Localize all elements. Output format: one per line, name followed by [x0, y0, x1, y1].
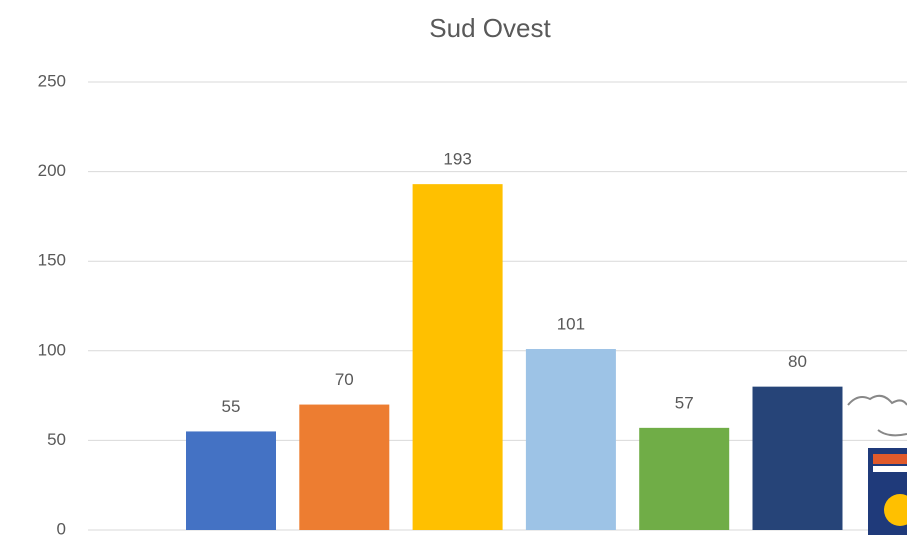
- chart-title: Sud Ovest: [429, 13, 551, 43]
- y-tick-label: 0: [57, 519, 66, 535]
- data-label: 70: [335, 370, 354, 389]
- y-tick-label: 100: [38, 340, 66, 359]
- bar: [752, 386, 843, 530]
- bar: [525, 349, 616, 530]
- data-label: 193: [443, 150, 471, 169]
- data-label: 80: [788, 352, 807, 371]
- data-label: 101: [557, 314, 585, 333]
- bar: [412, 184, 503, 531]
- bar: [186, 431, 276, 530]
- y-tick-label: 250: [38, 71, 66, 90]
- bar: [299, 404, 390, 530]
- bar: [639, 427, 730, 530]
- data-label: 55: [222, 397, 241, 416]
- y-tick-label: 150: [38, 251, 66, 270]
- emblem: [847, 394, 907, 535]
- y-tick-label: 50: [47, 430, 66, 449]
- data-label: 57: [675, 393, 694, 412]
- y-tick-label: 200: [38, 161, 66, 180]
